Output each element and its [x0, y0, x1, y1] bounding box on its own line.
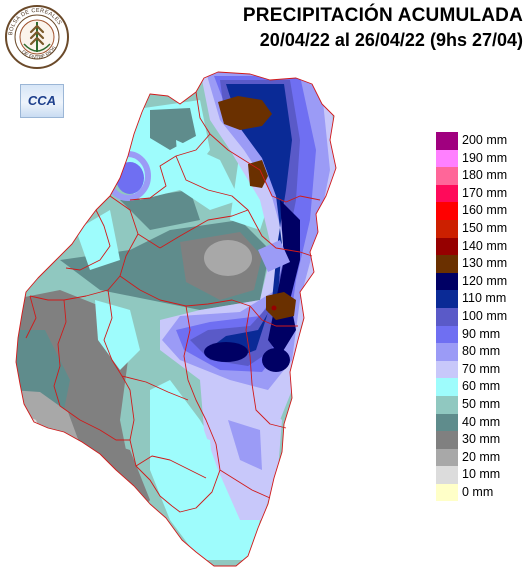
- legend-label: 200 mm: [462, 133, 508, 147]
- legend-swatch: [436, 483, 458, 502]
- legend-label: 60 mm: [462, 379, 501, 394]
- legend-label: 120 mm: [462, 273, 508, 288]
- cca-logo-text: CCA: [27, 93, 57, 108]
- legend-swatch: [436, 360, 458, 379]
- legend-label: 20 mm: [462, 449, 501, 464]
- legend-swatch: [436, 378, 458, 396]
- legend-label: 140 mm: [462, 238, 508, 253]
- cca-logo: CCA: [20, 84, 64, 118]
- legend-label: 180 mm: [462, 168, 508, 183]
- legend-label: 10 mm: [462, 467, 501, 482]
- legend-swatch: [436, 431, 458, 449]
- legend-swatch: [436, 325, 458, 344]
- legend-swatch: [436, 132, 458, 150]
- legend-swatch: [436, 343, 458, 361]
- legend-swatch: [436, 307, 458, 326]
- bolsa-cereales-seal-logo: BOLSA DE CEREALES DE ENTRE RIOS: [5, 5, 69, 69]
- legend-label: 190 mm: [462, 150, 508, 165]
- legend-label: 30 mm: [462, 432, 501, 447]
- legend-label: 170 mm: [462, 185, 508, 200]
- legend-label: 110 mm: [462, 291, 507, 306]
- legend-swatch: [436, 202, 458, 220]
- map-title: PRECIPITACIÓN ACUMULADA 20/04/22 al 26/0…: [243, 4, 523, 52]
- legend-swatch: [436, 255, 458, 273]
- legend-swatch: [436, 149, 458, 168]
- legend-label: 70 mm: [462, 361, 501, 376]
- title-line-1: PRECIPITACIÓN ACUMULADA: [242, 5, 523, 26]
- legend-swatch: [436, 413, 458, 432]
- legend-swatch: [436, 219, 458, 238]
- legend-label: 40 mm: [462, 414, 501, 429]
- legend-swatch: [436, 167, 458, 185]
- legend-label: 150 mm: [462, 220, 508, 235]
- legend-label: 0 mm: [462, 484, 494, 499]
- legend-label: 80 mm: [462, 344, 501, 359]
- legend-swatch: [436, 290, 458, 308]
- legend-label: 90 mm: [462, 326, 501, 341]
- title-line-2: 20/04/22 al 26/04/22 (9hs 27/04): [259, 30, 523, 50]
- legend-swatch: [436, 448, 458, 467]
- legend-label: 160 mm: [462, 203, 508, 218]
- legend-label: 100 mm: [462, 308, 508, 323]
- legend-swatch: [436, 272, 458, 291]
- legend-swatch: [436, 184, 458, 203]
- legend-label: 130 mm: [462, 256, 508, 271]
- legend-label: 50 mm: [462, 396, 501, 411]
- legend-swatch: [436, 237, 458, 256]
- legend-swatch: [436, 395, 458, 414]
- legend-swatch: [436, 466, 458, 484]
